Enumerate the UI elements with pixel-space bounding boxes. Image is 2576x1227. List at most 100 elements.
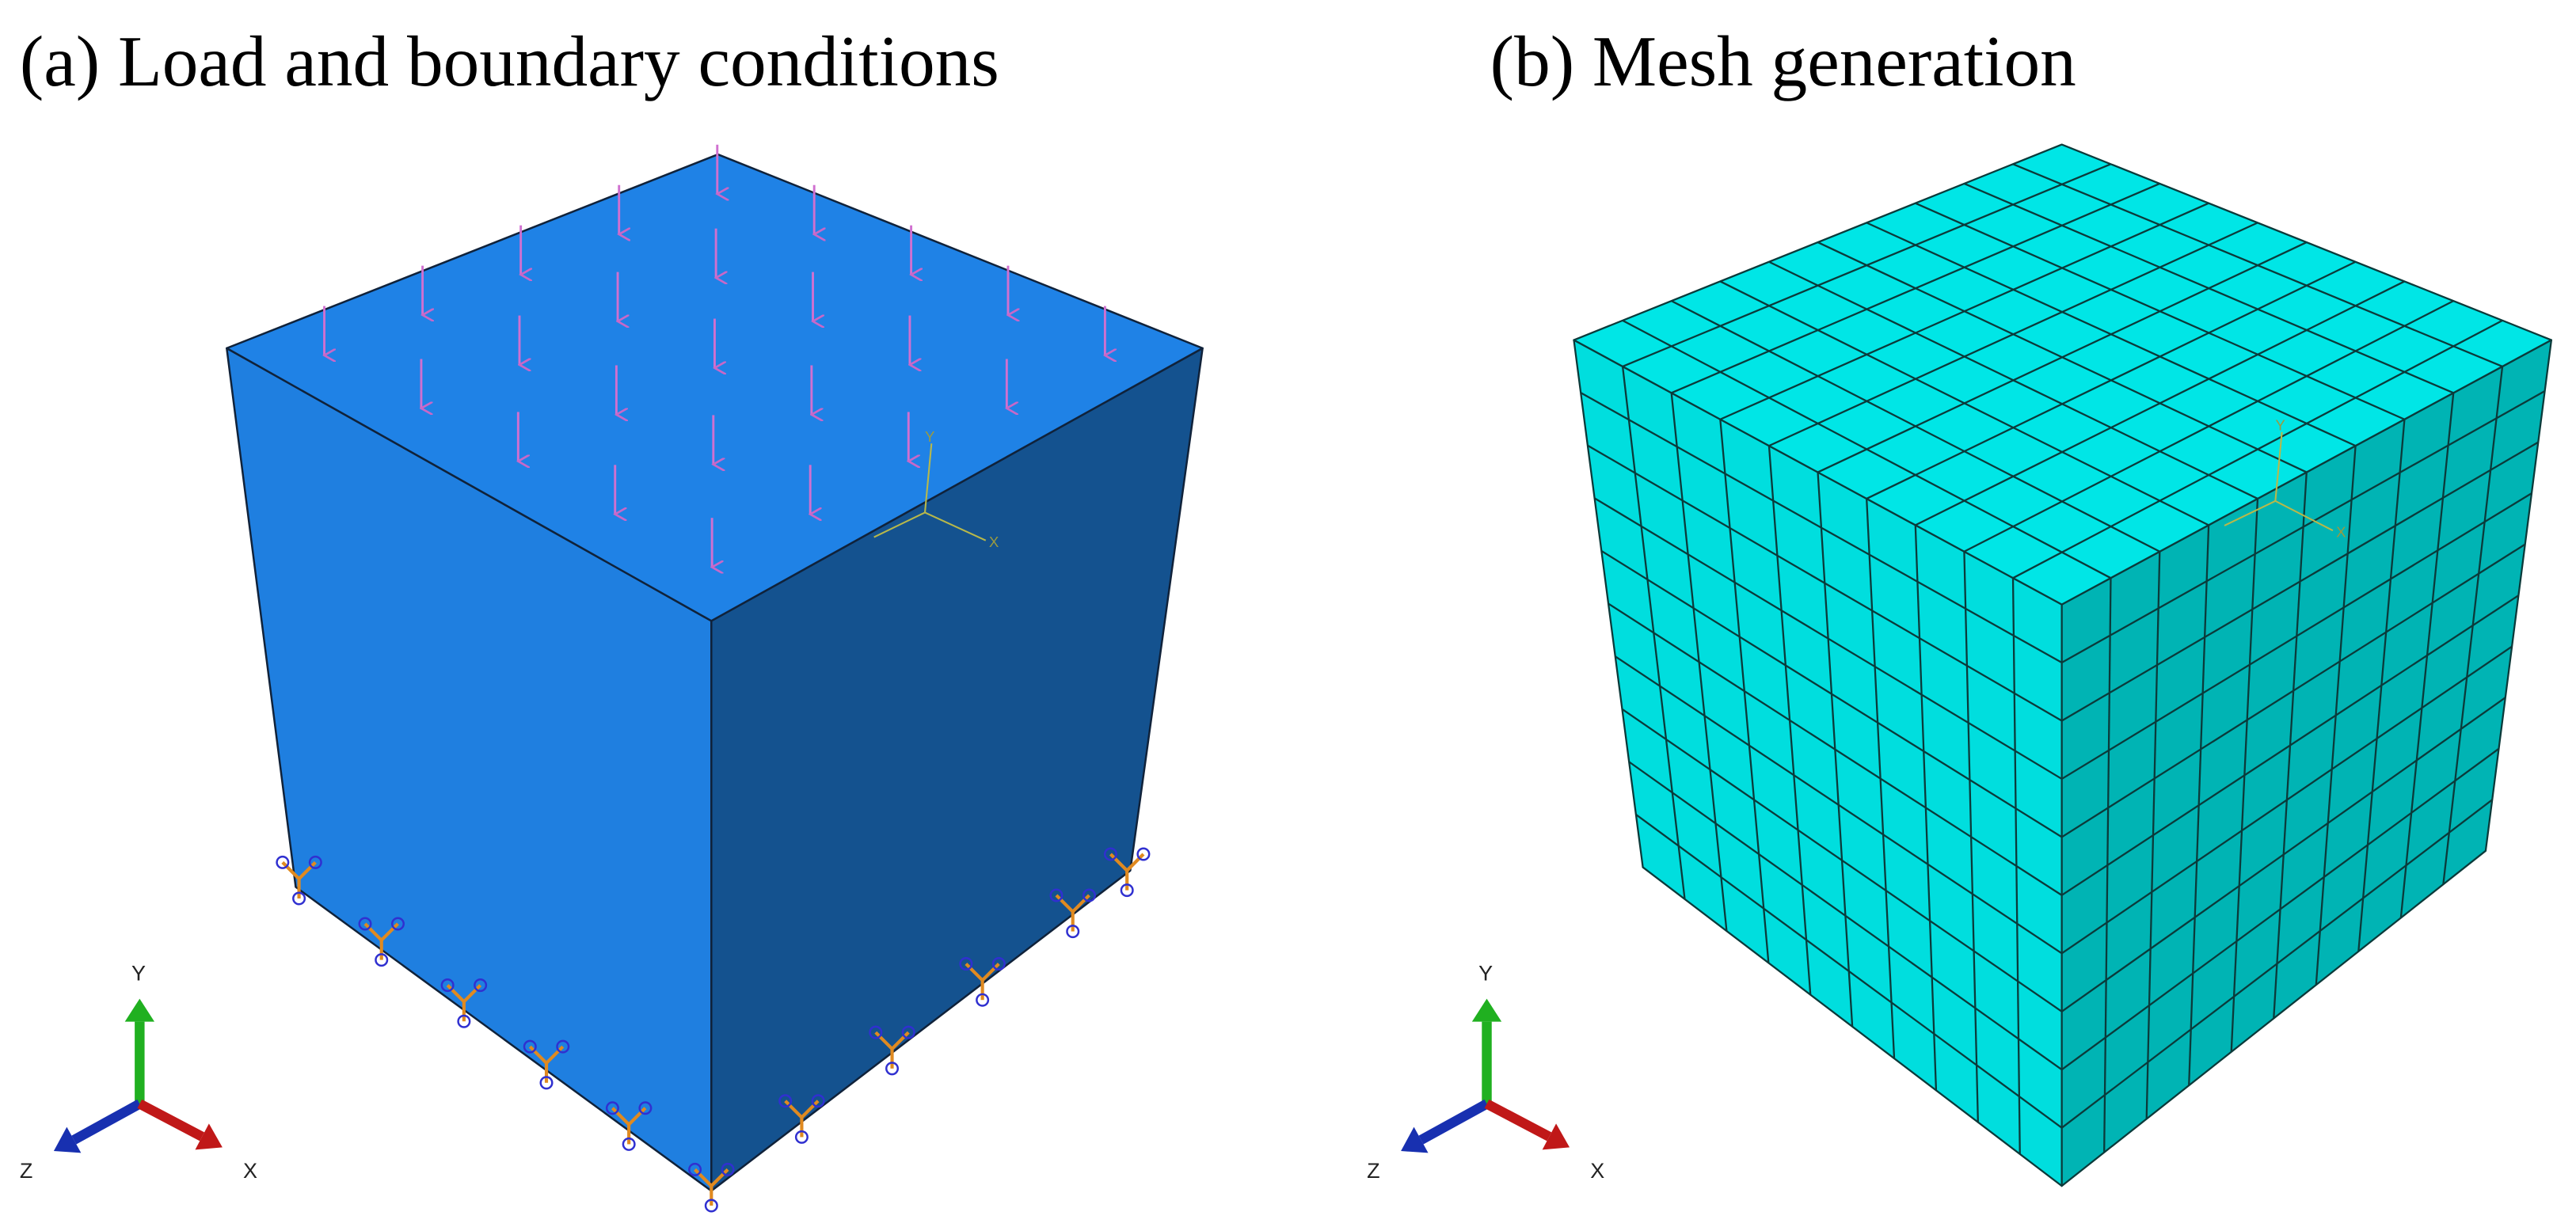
bc-cone bbox=[778, 1094, 793, 1108]
bc-cone bbox=[869, 1025, 883, 1039]
bc-cone bbox=[688, 1162, 702, 1176]
bc-cone bbox=[457, 1014, 471, 1028]
bc-cone bbox=[959, 957, 973, 971]
bc-leg bbox=[528, 1045, 548, 1065]
bc-glyph bbox=[959, 957, 1006, 1007]
bc-leg bbox=[710, 1168, 729, 1187]
bc-cone bbox=[539, 1076, 554, 1090]
load-arrows bbox=[325, 144, 1105, 568]
bc-leg bbox=[1071, 894, 1090, 914]
triad-label: Z bbox=[20, 1159, 32, 1183]
bc-cone bbox=[390, 917, 405, 931]
triad-head bbox=[1542, 1123, 1570, 1150]
triad-head bbox=[1401, 1126, 1429, 1153]
mesh-line bbox=[1915, 280, 2405, 526]
triad-label: Y bbox=[131, 962, 146, 986]
bc-cone bbox=[474, 978, 488, 993]
bc-cone bbox=[811, 1094, 825, 1108]
bc-glyph bbox=[358, 917, 405, 967]
mesh-line bbox=[1621, 708, 2063, 1012]
triad-label: Z bbox=[1367, 1159, 1379, 1183]
bc-glyph bbox=[440, 978, 488, 1028]
bc-leg bbox=[800, 1100, 820, 1119]
bc-leg bbox=[965, 963, 984, 982]
triads bbox=[53, 998, 1570, 1153]
local-axis-label: X bbox=[989, 534, 999, 550]
mesh-line bbox=[2399, 393, 2455, 918]
bc-leg bbox=[545, 1045, 565, 1065]
bc-cone bbox=[622, 1137, 636, 1151]
bc-cone bbox=[1066, 925, 1080, 939]
bc-glyph bbox=[869, 1025, 915, 1076]
bc-leg bbox=[891, 1031, 910, 1050]
bc-leg bbox=[1125, 853, 1145, 872]
bc-cone bbox=[605, 1101, 619, 1115]
bc-cone bbox=[976, 993, 990, 1007]
bc-glyph bbox=[276, 855, 322, 906]
bc-cone bbox=[276, 855, 290, 869]
bc-cone bbox=[1136, 847, 1151, 861]
boundary-conditions bbox=[276, 847, 1151, 1213]
mesh-line bbox=[1628, 761, 2063, 1071]
bc-leg bbox=[380, 922, 399, 942]
bc-leg bbox=[363, 922, 383, 942]
triad-head bbox=[1471, 998, 1502, 1022]
mesh-line bbox=[2060, 697, 2506, 1012]
bc-cone bbox=[991, 957, 1006, 971]
triad-axis bbox=[71, 1099, 143, 1145]
mesh-line bbox=[1866, 498, 1896, 1059]
triad-axis bbox=[137, 1099, 205, 1142]
mesh-line bbox=[2012, 163, 2503, 367]
mesh-line bbox=[2060, 747, 2500, 1071]
mesh-line bbox=[2315, 446, 2357, 986]
bc-glyph bbox=[605, 1101, 653, 1151]
bc-cone bbox=[523, 1039, 537, 1054]
bc-cone bbox=[704, 1199, 718, 1213]
bc-cone bbox=[556, 1039, 570, 1054]
triad-label: X bbox=[1590, 1159, 1604, 1183]
bc-leg bbox=[627, 1107, 647, 1126]
bc-cone bbox=[375, 953, 389, 967]
mesh-line bbox=[2061, 645, 2513, 955]
bc-glyph bbox=[1103, 847, 1151, 898]
mesh-line bbox=[1608, 602, 2063, 896]
triad-head bbox=[195, 1123, 223, 1150]
mesh-line bbox=[2061, 595, 2520, 896]
bc-cone bbox=[292, 891, 306, 906]
bc-leg bbox=[462, 984, 482, 1003]
bc-leg bbox=[981, 963, 1000, 982]
bc-glyph bbox=[523, 1039, 570, 1090]
bc-cone bbox=[1120, 883, 1134, 898]
mesh-line bbox=[2011, 578, 2021, 1154]
bc-cone bbox=[1049, 888, 1064, 902]
bc-cone bbox=[885, 1062, 900, 1076]
local-axis-label: X bbox=[2336, 524, 2346, 541]
mesh-line bbox=[2442, 366, 2504, 885]
bc-cone bbox=[638, 1101, 653, 1115]
bc-glyph bbox=[1049, 888, 1096, 939]
triad-head bbox=[53, 1126, 82, 1153]
bc-leg bbox=[1109, 853, 1128, 872]
bc-cone bbox=[358, 917, 372, 931]
mesh-line bbox=[1615, 655, 2063, 955]
bc-leg bbox=[281, 860, 301, 880]
panel-title: (b) Mesh generation bbox=[1490, 21, 2076, 101]
bc-cone bbox=[1103, 847, 1117, 861]
mesh-line bbox=[1866, 260, 2357, 500]
bc-cone bbox=[901, 1025, 915, 1039]
mesh-cube bbox=[1573, 143, 2553, 1187]
triad-head bbox=[124, 998, 155, 1022]
triad-label: Y bbox=[1478, 962, 1493, 986]
triad-axis bbox=[1484, 1099, 1552, 1142]
bc-cone bbox=[308, 855, 322, 869]
mesh-line bbox=[1963, 300, 2454, 553]
mesh-line bbox=[1866, 222, 2357, 447]
bc-glyph bbox=[688, 1162, 735, 1213]
triad-label: X bbox=[243, 1159, 257, 1183]
mesh-line bbox=[1635, 814, 2063, 1129]
bc-leg bbox=[446, 984, 466, 1003]
bc-leg bbox=[694, 1168, 713, 1187]
local-axes bbox=[873, 431, 2334, 541]
mesh-line bbox=[2357, 419, 2406, 952]
mesh-line bbox=[2012, 319, 2503, 579]
